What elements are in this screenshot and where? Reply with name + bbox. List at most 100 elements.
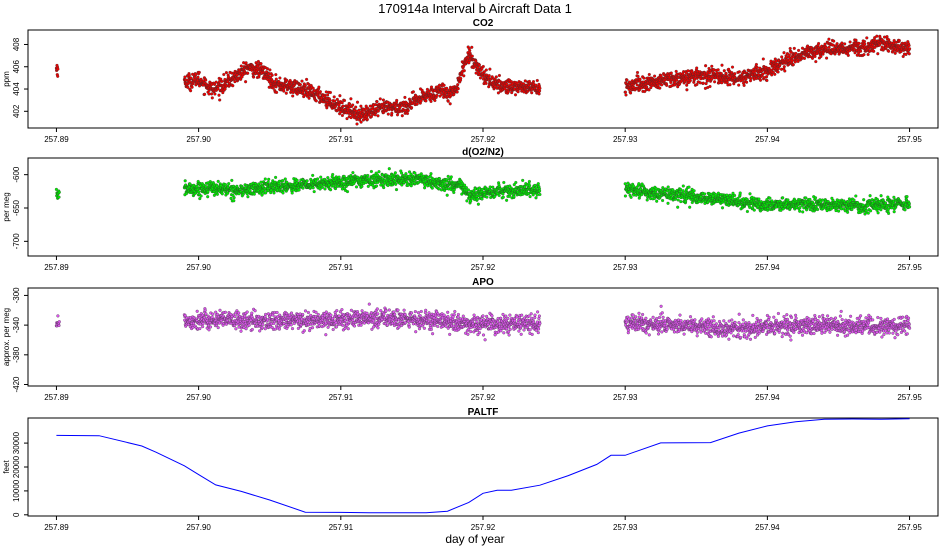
data-point	[537, 92, 541, 96]
data-point	[765, 78, 769, 83]
data-point	[638, 77, 642, 81]
data-point	[345, 117, 349, 121]
data-point	[808, 197, 812, 201]
data-point	[832, 39, 836, 43]
data-point	[846, 53, 850, 57]
data-point	[798, 209, 802, 213]
data-point	[317, 85, 321, 89]
data-point	[876, 52, 880, 56]
data-point	[267, 177, 271, 181]
data-point	[446, 174, 450, 178]
data-point	[879, 194, 883, 198]
data-point	[820, 198, 825, 202]
data-point	[505, 198, 509, 202]
data-point	[678, 187, 683, 191]
data-point	[636, 74, 640, 78]
data-point	[627, 190, 631, 194]
data-point	[316, 177, 320, 181]
data-point	[625, 78, 629, 82]
data-point	[681, 189, 685, 193]
data-point	[378, 97, 382, 101]
data-point	[335, 97, 339, 101]
data-point	[355, 122, 359, 126]
data-point	[305, 77, 309, 81]
data-point	[337, 175, 341, 179]
data-point	[861, 203, 865, 207]
data-point	[497, 193, 501, 198]
data-point	[710, 64, 714, 68]
data-point	[282, 89, 286, 93]
data-point	[328, 90, 332, 95]
data-point	[455, 90, 459, 94]
y-axis-label: ppm	[2, 71, 11, 87]
data-point	[810, 56, 815, 60]
data-point	[797, 48, 801, 52]
data-point	[676, 205, 680, 209]
data-point	[329, 188, 333, 192]
data-point	[463, 183, 467, 187]
data-point	[791, 63, 795, 67]
data-point	[259, 62, 263, 66]
data-point	[406, 109, 410, 113]
data-point	[403, 95, 407, 99]
data-point	[265, 67, 269, 71]
data-point	[478, 76, 483, 80]
data-point	[429, 99, 433, 103]
data-point	[748, 192, 752, 196]
data-point	[703, 192, 707, 196]
data-point	[527, 179, 531, 184]
x-tick-label: 257.92	[471, 263, 496, 272]
data-point	[311, 186, 315, 190]
data-point	[698, 81, 702, 85]
data-point	[257, 73, 261, 77]
data-point	[865, 36, 869, 40]
data-point	[776, 70, 780, 74]
data-point	[623, 90, 627, 94]
data-point	[805, 208, 809, 212]
data-point	[675, 78, 679, 82]
data-point	[215, 192, 219, 196]
data-point	[897, 38, 901, 43]
data-point	[494, 75, 498, 79]
data-point	[333, 187, 338, 191]
data-point	[275, 90, 279, 94]
data-point	[730, 65, 735, 69]
data-point	[345, 190, 350, 194]
data-point	[328, 98, 332, 103]
data-point	[332, 95, 336, 99]
data-point	[514, 180, 518, 185]
y-tick-label: 404	[12, 82, 21, 96]
data-point	[859, 49, 863, 53]
data-point	[716, 68, 720, 72]
data-point	[704, 64, 708, 68]
data-point	[186, 85, 190, 89]
x-tick-label: 257.93	[613, 135, 638, 144]
data-point	[263, 177, 267, 181]
data-point	[197, 190, 201, 194]
data-point	[429, 172, 433, 176]
data-points	[54, 34, 912, 126]
data-point	[206, 195, 210, 199]
data-point	[456, 87, 460, 91]
data-point	[324, 90, 328, 94]
data-point	[653, 74, 657, 78]
data-point	[198, 197, 202, 201]
data-point	[239, 77, 243, 81]
data-point	[194, 72, 198, 76]
data-point	[709, 77, 714, 81]
data-point	[314, 99, 318, 103]
data-point	[227, 182, 231, 186]
data-point	[768, 196, 772, 200]
data-point	[435, 93, 439, 97]
data-point	[470, 54, 474, 58]
data-point	[326, 93, 330, 97]
panel-title: CO2	[473, 18, 494, 29]
x-tick-label: 257.89	[44, 135, 69, 144]
data-point	[655, 199, 659, 203]
data-point	[679, 200, 683, 204]
data-point	[318, 90, 322, 94]
data-point	[673, 83, 677, 87]
data-point	[221, 91, 225, 95]
